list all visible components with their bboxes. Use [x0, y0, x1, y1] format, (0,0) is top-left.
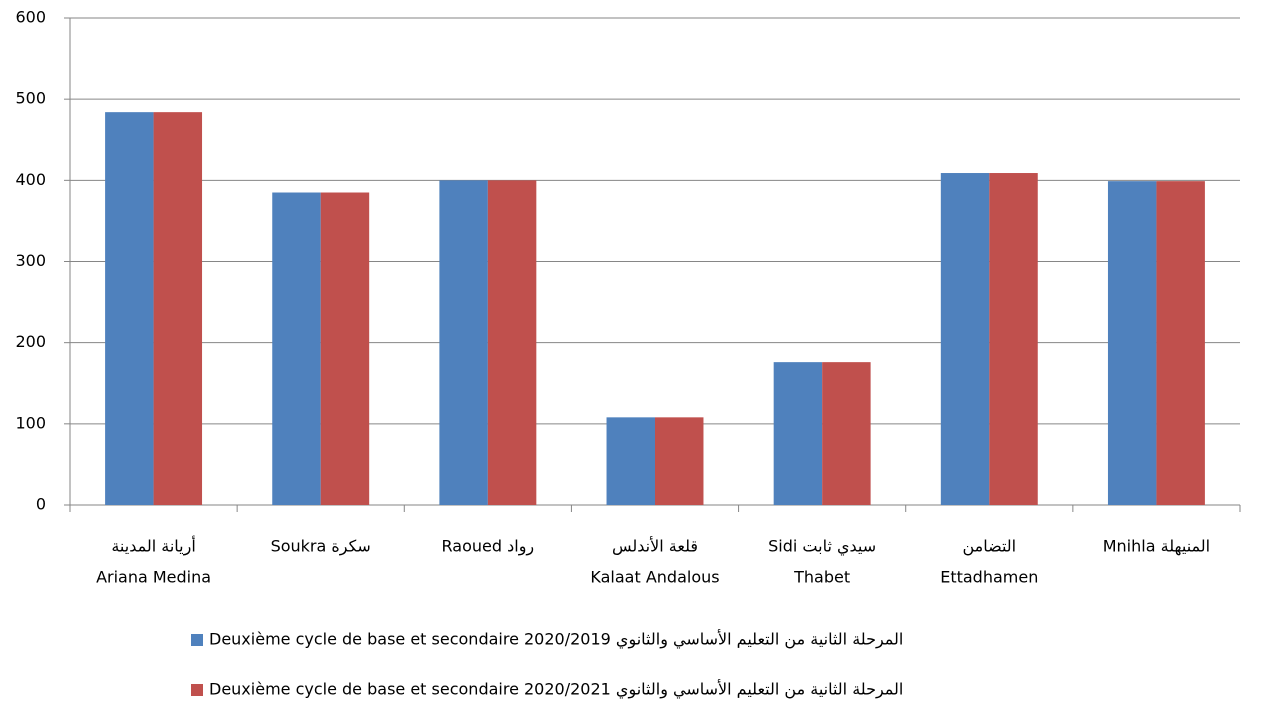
- bar: [822, 362, 871, 505]
- bar: [606, 417, 655, 505]
- bar: [1156, 181, 1205, 505]
- bar: [487, 180, 537, 506]
- y-tick-label: 100: [15, 413, 46, 432]
- bar: [1107, 181, 1157, 505]
- bar: [272, 192, 321, 505]
- bar: [439, 180, 488, 506]
- x-tick-label: Raoued رواد: [442, 537, 535, 557]
- x-tick-label: أريانة المدينة: [111, 536, 195, 557]
- y-tick-label: 0: [36, 495, 46, 514]
- bar: [989, 173, 1038, 506]
- bar: [773, 362, 823, 505]
- x-tick-label: Kalaat Andalous: [590, 568, 719, 587]
- x-tick-label: Ariana Medina: [96, 568, 211, 587]
- x-tick-label: قلعة الأندلس: [612, 536, 698, 557]
- legend-swatch: [191, 684, 203, 696]
- legend-label: Deuxième cycle de base et secondaire 202…: [209, 679, 903, 700]
- y-tick-label: 200: [15, 332, 46, 351]
- bar: [320, 192, 370, 505]
- x-tick-label: Thabet: [793, 568, 850, 587]
- bar: [105, 112, 154, 506]
- x-tick-label: سكرة Soukra: [271, 537, 371, 557]
- y-tick-label: 300: [15, 251, 46, 270]
- legend-label: Deuxième cycle de base et secondaire 202…: [209, 629, 903, 650]
- y-tick-label: 500: [15, 89, 46, 108]
- y-tick-label: 600: [15, 8, 46, 27]
- legend-swatch: [191, 634, 203, 646]
- x-tick-label: Mnihla المنيهلة: [1103, 537, 1210, 557]
- x-tick-label: التضامن: [962, 537, 1016, 557]
- bar: [153, 112, 203, 506]
- x-tick-label: Sidi سيدي ثابت: [768, 537, 876, 557]
- bar: [940, 173, 990, 506]
- x-tick-label: Ettadhamen: [940, 568, 1038, 587]
- y-tick-label: 400: [15, 170, 46, 189]
- bar: [655, 417, 704, 505]
